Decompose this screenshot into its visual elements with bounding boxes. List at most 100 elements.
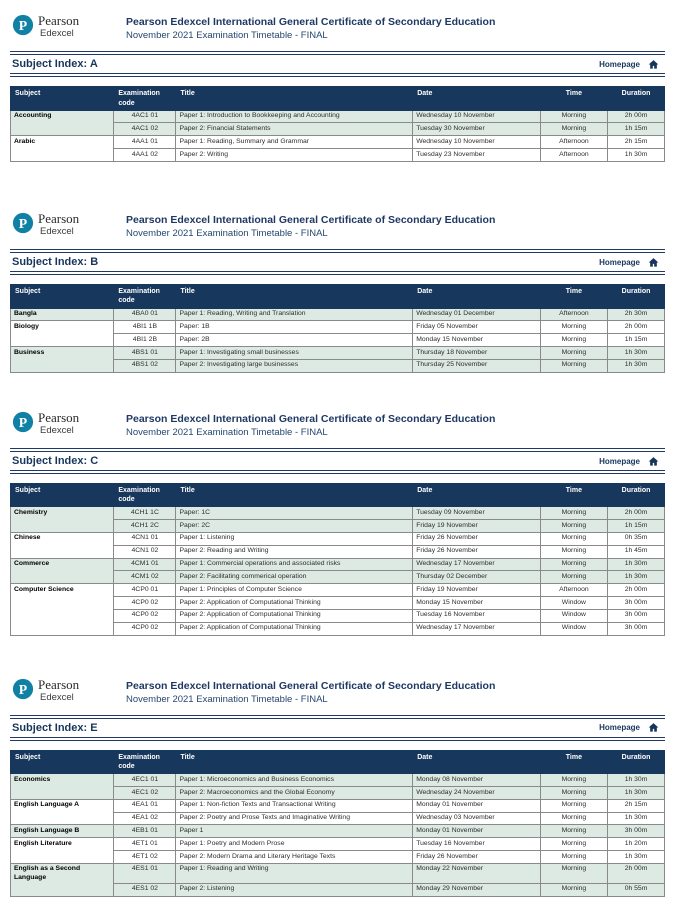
cell-title: Paper 2: Reading and Writing xyxy=(175,544,414,559)
cell-duration: 1h 30m xyxy=(607,811,665,826)
cell-date: Thursday 25 November xyxy=(412,358,541,373)
cell-exam-code: 4CP0 02 xyxy=(113,621,177,636)
cell-title: Paper: 1B xyxy=(175,320,414,335)
col-header-time: Time xyxy=(539,749,609,775)
brand-header: P Pearson Edexcel Pearson Edexcel Intern… xyxy=(10,409,665,446)
cell-duration: 2h 15m xyxy=(607,798,665,813)
cell-exam-code: 4AC1 01 xyxy=(113,109,177,124)
cell-date: Wednesday 10 November xyxy=(412,135,541,150)
homepage-label[interactable]: Homepage xyxy=(599,456,640,466)
section-subject-index-b: P Pearson Edexcel Pearson Edexcel Intern… xyxy=(9,210,665,373)
cell-title: Paper 2: Facilitating commerical operati… xyxy=(175,570,414,585)
cell-time: Morning xyxy=(539,862,609,884)
cell-time: Morning xyxy=(539,850,609,864)
cell-time: Window xyxy=(539,621,609,636)
cell-time: Morning xyxy=(539,358,609,373)
home-icon[interactable] xyxy=(648,722,659,733)
cell-time: Afternoon xyxy=(539,148,609,162)
cell-subject: Bangla xyxy=(9,307,115,322)
cell-exam-code: 4AC1 02 xyxy=(113,122,177,137)
home-icon[interactable] xyxy=(648,456,659,467)
exam-table: Subject Examination code Title Date Time… xyxy=(9,749,665,897)
homepage-link[interactable]: Homepage xyxy=(599,257,659,268)
exam-table: Subject Examination code Title Date Time… xyxy=(9,483,665,636)
table-row: Chemistry 4CH1 1C Paper: 1C Tuesday 09 Nove… xyxy=(9,506,665,533)
col-header-code: Examination code xyxy=(113,749,177,775)
table-row: 4BI1 2B Paper: 2B Monday 15 November Mornin… xyxy=(11,333,665,348)
homepage-link[interactable]: Homepage xyxy=(599,456,659,467)
pearson-logo-icon: P xyxy=(12,411,34,432)
col-header-time: Time xyxy=(539,483,609,508)
cell-exam-code: 4EA1 01 xyxy=(113,798,177,813)
cell-subject: English Language B xyxy=(9,824,115,839)
cell-duration: 0h 55m xyxy=(607,882,665,897)
cell-title: Paper 2: Application of Computational Th… xyxy=(175,621,414,636)
cell-duration: 3h 00m xyxy=(607,824,665,839)
cell-duration: 2h 00m xyxy=(607,583,665,598)
cell-exam-code: 4CM1 01 xyxy=(113,557,177,572)
cell-exam-code: 4EB1 01 xyxy=(113,824,177,839)
cell-subject: Chemistry xyxy=(9,506,115,533)
document-subtitle: November 2021 Examination Timetable - FI… xyxy=(126,426,328,438)
brand-titles: Pearson Edexcel International General Ce… xyxy=(126,411,495,440)
cell-date: Wednesday 01 December xyxy=(412,307,541,322)
cell-time: Morning xyxy=(539,346,609,360)
cell-exam-code: 4BS1 02 xyxy=(113,358,177,373)
homepage-label[interactable]: Homepage xyxy=(599,723,640,733)
homepage-label[interactable]: Homepage xyxy=(599,59,640,69)
pearson-logo: P Pearson Edexcel xyxy=(12,211,112,238)
logo-pearson-text: Pearson xyxy=(38,409,80,425)
document-title: Pearson Edexcel International General Ce… xyxy=(126,679,496,692)
cell-time: Morning xyxy=(539,824,609,839)
col-header-code: Examination code xyxy=(113,86,177,111)
cell-duration: 1h 20m xyxy=(607,837,665,852)
pearson-logo-words: Pearson Edexcel xyxy=(38,13,79,40)
brand-titles: Pearson Edexcel International General Ce… xyxy=(126,212,495,241)
cell-time: Afternoon xyxy=(539,135,609,150)
brand-header: P Pearson Edexcel Pearson Edexcel Intern… xyxy=(10,12,665,49)
cell-title: Paper 1: Principles of Computer Science xyxy=(175,583,414,598)
cell-subject: Accounting xyxy=(9,109,115,137)
col-header-date: Date xyxy=(412,86,541,111)
exam-table-head: Subject Examination code Title Date Time… xyxy=(9,284,665,309)
cell-exam-code: 4BI1 2B xyxy=(113,333,177,348)
cell-date: Wednesday 24 November xyxy=(412,786,541,800)
cell-date: Monday 01 November xyxy=(412,824,541,839)
cell-time: Morning xyxy=(539,837,609,852)
homepage-link[interactable]: Homepage xyxy=(599,59,659,70)
brand-header: P Pearson Edexcel Pearson Edexcel Intern… xyxy=(10,676,665,713)
cell-duration: 1h 15m xyxy=(607,333,665,348)
exam-table-head: Subject Examination code Title Date Time… xyxy=(9,483,665,508)
pearson-logo-icon: P xyxy=(12,678,34,699)
homepage-link[interactable]: Homepage xyxy=(599,722,659,733)
col-header-code: Examination code xyxy=(113,483,177,508)
section-subject-index-e: P Pearson Edexcel Pearson Edexcel Intern… xyxy=(9,676,665,897)
table-row: 4CH1 2C Paper: 2C Friday 19 November Mornin… xyxy=(11,519,665,533)
cell-title: Paper 2: Financial Statements xyxy=(175,122,414,137)
cell-date: Thursday 02 December xyxy=(412,570,541,585)
cell-date: Monday 15 November xyxy=(412,596,541,610)
pearson-logo-icon: P xyxy=(12,212,34,234)
home-icon[interactable] xyxy=(648,257,659,268)
exam-table-head: Subject Examination code Title Date Time… xyxy=(9,86,665,111)
cell-exam-code: 4ES1 01 xyxy=(113,862,177,884)
cell-exam-code: 4CH1 2C xyxy=(113,519,177,533)
cell-title: Paper 1: Listening xyxy=(175,531,414,546)
cell-duration: 1h 45m xyxy=(607,544,665,559)
cell-time: Morning xyxy=(539,333,609,348)
svg-text:P: P xyxy=(19,18,28,33)
table-row: Chinese 4CN1 01 Paper 1: Listening Friday 2… xyxy=(9,531,665,559)
document-subtitle: November 2021 Examination Timetable - FI… xyxy=(126,30,328,42)
subject-index-title: Subject Index: B xyxy=(12,256,99,269)
cell-duration: 1h 30m xyxy=(607,850,665,864)
cell-date: Wednesday 10 November xyxy=(412,109,541,124)
table-row: English Literature 4ET1 01 Paper 1: Poetry… xyxy=(9,837,665,864)
exam-table-body: Accounting 4AC1 01 Paper 1: Introduction t… xyxy=(9,109,665,162)
table-row: 4CP0 02 Paper 2: Application of Computati… xyxy=(11,608,665,623)
pearson-logo-words: Pearson Edexcel xyxy=(38,211,79,238)
homepage-label[interactable]: Homepage xyxy=(599,257,640,267)
cell-duration: 3h 00m xyxy=(607,596,665,610)
cell-exam-code: 4CP0 01 xyxy=(113,583,177,598)
home-icon[interactable] xyxy=(648,59,659,70)
cell-date: Tuesday 23 November xyxy=(412,148,541,162)
